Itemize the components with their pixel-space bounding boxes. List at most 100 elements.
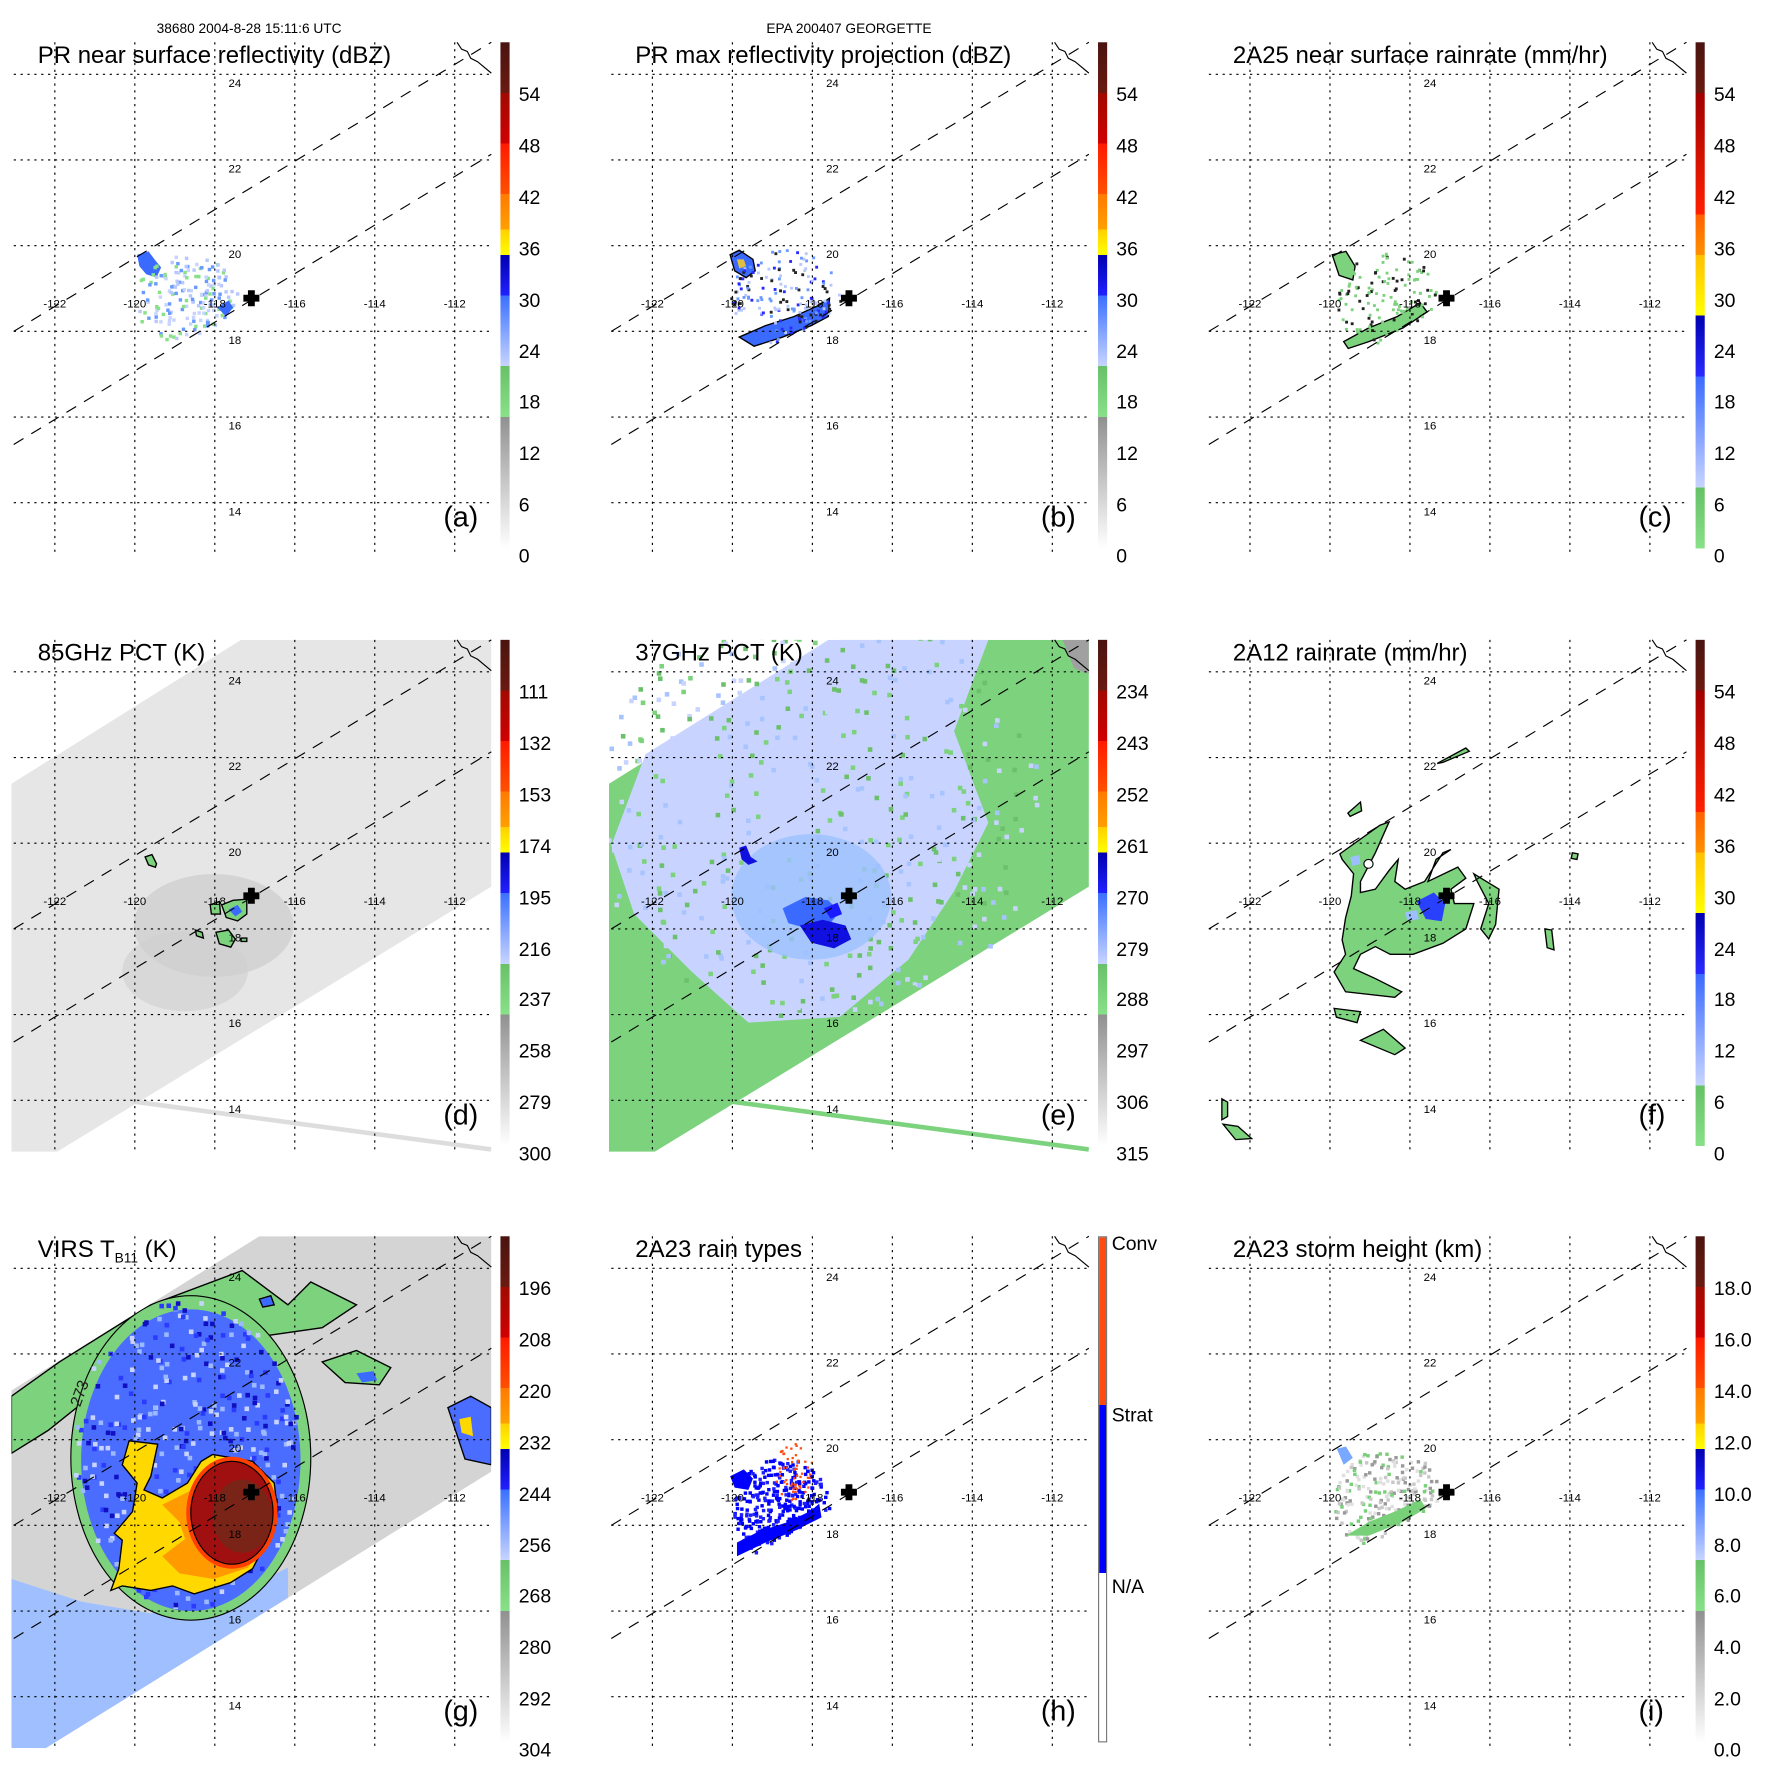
data-pixel xyxy=(1347,284,1351,288)
data-region xyxy=(1544,928,1555,951)
latitude-label: 22 xyxy=(1424,164,1437,176)
data-pixel xyxy=(693,867,699,873)
data-pixel xyxy=(794,1497,798,1501)
data-pixel xyxy=(1350,1502,1354,1507)
data-pixel xyxy=(1402,309,1406,313)
data-pixel xyxy=(233,1318,238,1324)
longitude-label: -120 xyxy=(123,1492,146,1504)
data-pixel xyxy=(116,1492,121,1497)
data-pixel xyxy=(929,901,935,906)
longitude-label: -120 xyxy=(721,298,744,310)
data-pixel xyxy=(737,1496,742,1501)
data-pixel xyxy=(204,279,209,284)
data-pixel xyxy=(900,752,906,758)
data-pixel xyxy=(241,1415,247,1421)
colorbar-tick-label: 12.0 xyxy=(1713,1431,1752,1454)
colorbar-tick-label: 252 xyxy=(1116,784,1149,806)
storm-center-cross-icon xyxy=(1438,290,1455,307)
data-pixel xyxy=(627,868,632,873)
data-pixel xyxy=(159,1365,165,1371)
data-pixel xyxy=(939,900,944,905)
data-pixel xyxy=(721,682,726,687)
data-pixel xyxy=(782,290,786,294)
data-pixel xyxy=(217,275,221,280)
data-pixel xyxy=(677,819,683,825)
data-pixel xyxy=(1361,1454,1366,1459)
latitude-label: 16 xyxy=(1424,1018,1437,1030)
colorbar-tick-label: 18 xyxy=(1713,989,1736,1012)
data-pixel xyxy=(769,1473,774,1478)
colorbar-tick-label: 12 xyxy=(1713,443,1736,465)
data-pixel xyxy=(957,785,963,791)
data-pixel xyxy=(191,315,196,320)
data-pixel xyxy=(122,1492,128,1497)
data-pixel xyxy=(796,1487,799,1491)
data-pixel xyxy=(185,316,189,321)
data-pixel xyxy=(955,892,961,897)
data-pixel xyxy=(967,765,973,770)
data-pixel xyxy=(747,1471,752,1476)
data-pixel xyxy=(850,765,856,770)
longitude-label: -116 xyxy=(1479,298,1501,310)
data-pixel xyxy=(951,807,957,813)
data-pixel xyxy=(734,1497,738,1502)
data-pixel xyxy=(955,871,961,877)
data-pixel xyxy=(1013,906,1018,911)
data-pixel xyxy=(1426,288,1430,292)
data-pixel xyxy=(223,1435,228,1441)
data-pixel xyxy=(185,1596,191,1601)
data-pixel xyxy=(781,1509,785,1514)
data-pixel xyxy=(751,1494,756,1499)
data-pixel xyxy=(1367,1495,1371,1500)
data-pixel xyxy=(753,953,759,959)
data-pixel xyxy=(774,252,778,256)
data-region xyxy=(736,259,747,269)
data-pixel xyxy=(1389,295,1393,299)
data-pixel xyxy=(186,288,191,293)
pr-swath-boundary xyxy=(1208,153,1687,445)
data-pixel xyxy=(777,307,781,311)
data-pixel xyxy=(740,308,744,312)
data-pixel xyxy=(1381,299,1385,303)
data-pixel xyxy=(701,900,706,906)
coastline xyxy=(1651,41,1687,74)
pr-swath-boundary xyxy=(610,751,1090,1043)
data-pixel xyxy=(754,681,760,687)
data-pixel xyxy=(148,1355,154,1360)
data-pixel xyxy=(743,1491,748,1495)
data-pixel xyxy=(133,1435,139,1441)
data-pixel xyxy=(746,940,751,945)
data-pixel xyxy=(1384,1506,1389,1511)
data-pixel xyxy=(814,319,818,323)
data-pixel xyxy=(792,1497,795,1500)
panel-title-text: PR max reflectivity projection (dBZ) xyxy=(635,42,1012,69)
data-pixel xyxy=(1426,272,1430,276)
colorbar-tick-label: 4.0 xyxy=(1713,1637,1741,1659)
data-pixel xyxy=(208,300,212,304)
data-pixel xyxy=(159,273,163,278)
data-pixel xyxy=(1409,1489,1413,1494)
data-pixel xyxy=(619,714,624,720)
data-pixel xyxy=(795,287,798,290)
data-pixel xyxy=(83,1465,88,1471)
data-pixel xyxy=(1337,1486,1342,1490)
data-pixel xyxy=(671,701,677,707)
data-pixel xyxy=(798,320,802,324)
longitude-label: -116 xyxy=(881,896,903,908)
data-pixel xyxy=(896,967,901,973)
data-pixel xyxy=(767,1499,772,1503)
data-pixel xyxy=(658,676,663,681)
data-pixel xyxy=(1429,1497,1434,1502)
data-pixel xyxy=(1423,1465,1427,1469)
data-pixel xyxy=(184,1451,189,1457)
data-pixel xyxy=(790,1485,795,1489)
data-pixel xyxy=(164,276,168,281)
data-pixel xyxy=(955,688,960,694)
data-pixel xyxy=(245,1392,250,1398)
data-pixel xyxy=(234,1431,239,1437)
data-pixel xyxy=(767,1508,771,1512)
data-pixel xyxy=(286,1441,292,1446)
data-pixel xyxy=(742,270,746,274)
data-pixel xyxy=(1012,767,1017,773)
data-pixel xyxy=(1386,281,1390,285)
